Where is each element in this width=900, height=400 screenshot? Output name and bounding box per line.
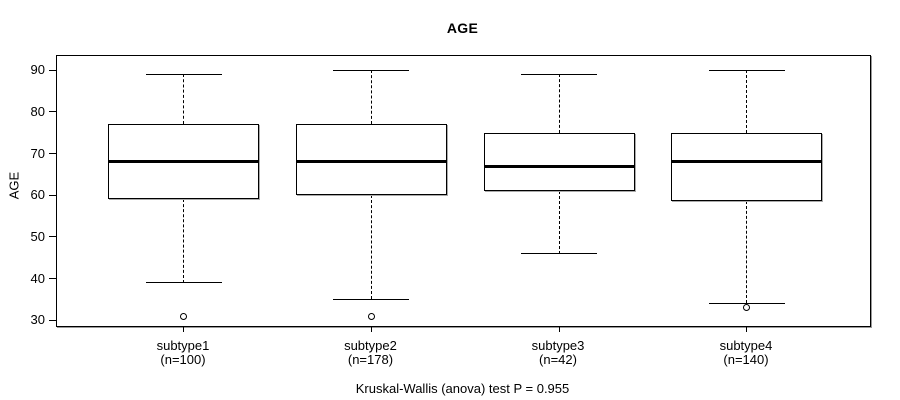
x-tick-subtype2: [370, 326, 372, 332]
upper-whisker-subtype4: [746, 70, 748, 133]
y-tick-70: [49, 153, 57, 154]
y-tick-label-80: 80: [30, 103, 45, 119]
outlier-subtype1-0: [180, 312, 188, 320]
lower-whisker-cap-subtype3: [521, 253, 598, 254]
x-axis-label-subtype2: subtype2 (n=178): [290, 339, 450, 366]
median-line-subtype4: [671, 160, 823, 164]
upper-whisker-subtype3: [558, 74, 560, 133]
upper-whisker-subtype2: [370, 70, 372, 125]
group-count-subtype2: (n=178): [347, 351, 394, 367]
median-line-subtype2: [295, 160, 447, 164]
y-tick-30: [49, 319, 57, 321]
group-count-subtype3: (n=42): [539, 351, 577, 367]
y-tick-label-70: 70: [30, 145, 45, 161]
group-name-subtype4: subtype4: [719, 338, 773, 353]
chart-title: AGE: [446, 20, 479, 36]
iqr-box-subtype3: [483, 132, 635, 191]
y-tick-40: [49, 278, 57, 279]
y-tick-60: [49, 194, 57, 196]
y-tick-label-60: 60: [30, 187, 45, 203]
group-name-subtype2: subtype2: [344, 338, 397, 353]
group-name-subtype1: subtype1: [156, 338, 210, 353]
x-axis-label-subtype3: subtype3 (n=42): [478, 339, 638, 366]
x-axis-label-subtype1: subtype1 (n=100): [103, 339, 263, 366]
x-tick-subtype4: [746, 326, 748, 332]
y-tick-80: [49, 111, 57, 113]
lower-whisker-subtype2: [370, 195, 372, 300]
kruskal-wallis-annotation: Kruskal-Wallis (anova) test P = 0.955: [355, 381, 570, 396]
outlier-subtype2-0: [367, 312, 375, 320]
group-count-subtype1: (n=100): [160, 351, 206, 367]
upper-whisker-cap-subtype3: [521, 73, 598, 75]
upper-whisker-cap-subtype1: [145, 73, 222, 75]
group-count-subtype4: (n=140): [723, 351, 769, 367]
iqr-box-subtype2: [295, 124, 447, 196]
x-tick-subtype3: [558, 326, 560, 332]
upper-whisker-cap-subtype2: [333, 69, 410, 71]
median-line-subtype1: [108, 160, 260, 164]
y-tick-label-40: 40: [30, 270, 45, 286]
y-tick-label-90: 90: [30, 62, 45, 78]
lower-whisker-subtype3: [558, 191, 560, 254]
y-tick-90: [49, 69, 57, 71]
lower-whisker-subtype4: [746, 201, 748, 304]
x-tick-subtype1: [183, 326, 185, 332]
y-tick-50: [49, 236, 57, 238]
y-tick-label-50: 50: [30, 228, 45, 244]
plot-area: 30 40 50 60 70 80 90: [31, 55, 871, 332]
upper-whisker-cap-subtype4: [708, 69, 785, 71]
group-name-subtype3: subtype3: [531, 338, 585, 353]
iqr-box-subtype4: [671, 132, 823, 202]
y-tick-label-30: 30: [30, 312, 45, 328]
median-line-subtype3: [483, 164, 635, 168]
outlier-subtype4-0: [743, 304, 751, 312]
lower-whisker-cap-subtype2: [333, 298, 410, 300]
upper-whisker-subtype1: [183, 74, 185, 125]
lower-whisker-subtype1: [183, 199, 185, 283]
x-axis-label-subtype4: subtype4 (n=140): [666, 339, 826, 366]
lower-whisker-cap-subtype4: [708, 303, 785, 304]
lower-whisker-cap-subtype1: [145, 282, 222, 284]
